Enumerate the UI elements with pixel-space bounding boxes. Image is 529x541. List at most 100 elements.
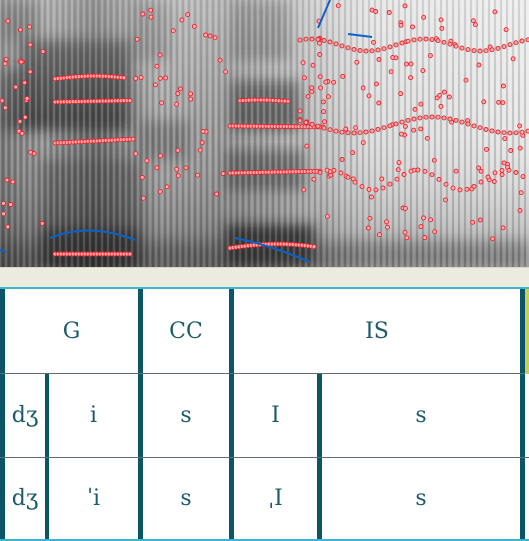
formant-point (175, 173, 181, 179)
formant-point (369, 48, 375, 54)
formant-point (412, 106, 418, 112)
formant-point (432, 229, 438, 235)
boundary-marker[interactable] (520, 458, 525, 539)
formant-point (500, 225, 506, 231)
formant-point (199, 140, 205, 146)
formant-point (353, 125, 359, 131)
formant-point (525, 37, 529, 43)
formant-point (367, 215, 373, 221)
formant-point (402, 205, 408, 211)
boundary-marker[interactable] (138, 458, 143, 539)
boundary-marker[interactable] (45, 374, 49, 457)
formant-point (363, 129, 369, 135)
formant-point (363, 48, 369, 54)
formant-point (423, 36, 429, 42)
formant-point (375, 126, 381, 132)
formant-point (369, 194, 374, 200)
formant-point (393, 121, 399, 127)
formant-point (387, 181, 393, 187)
boundary-marker[interactable] (317, 458, 322, 539)
boundary-marker[interactable] (520, 374, 525, 457)
interval-label: G (62, 318, 81, 344)
formant-point (396, 160, 402, 166)
formant-point (133, 75, 139, 81)
tier2-interval[interactable]: dʒ (5, 374, 45, 457)
boundary-marker[interactable] (520, 289, 525, 373)
formant-point (154, 63, 160, 69)
tier3-interval[interactable]: ˈi (49, 458, 138, 539)
formant-point (309, 89, 315, 95)
formant-point (321, 125, 327, 131)
formant-point (300, 60, 306, 66)
formant-point (447, 41, 453, 47)
formant-point (437, 92, 443, 98)
formant-point (379, 176, 385, 182)
formant-point (339, 43, 345, 49)
formant-point (507, 42, 513, 48)
boundary-marker[interactable] (0, 458, 5, 539)
pitch-segment (347, 33, 373, 38)
formant-point (138, 75, 144, 81)
formant-point (339, 157, 345, 162)
formant-point (197, 147, 203, 153)
formant-point (429, 172, 435, 178)
formant-point (175, 91, 181, 96)
formant-point (13, 84, 19, 90)
tier1-interval[interactable]: G (5, 289, 138, 373)
tier3-interval[interactable]: ˌI (234, 458, 317, 539)
tier-row-1: G CC IS (0, 289, 529, 374)
pitch-segment (49, 229, 136, 241)
formant-point (517, 208, 523, 213)
formant-point (303, 119, 309, 125)
formant-point (471, 183, 477, 189)
formant-point (301, 187, 307, 193)
formant-point (520, 174, 526, 180)
formant-point (357, 130, 363, 136)
formant-point (327, 127, 333, 133)
boundary-marker[interactable] (317, 374, 322, 457)
boundary-marker[interactable] (138, 374, 143, 457)
interval-label: CC (169, 318, 203, 344)
formant-point (39, 220, 45, 226)
tier1-interval[interactable]: IS (234, 289, 520, 373)
boundary-marker[interactable] (229, 374, 234, 457)
tier2-interval[interactable]: i (49, 374, 138, 457)
tier2-interval[interactable]: s (322, 374, 520, 457)
formant-point (351, 130, 357, 136)
formant-point (164, 184, 170, 190)
boundary-marker[interactable] (45, 458, 49, 539)
formant-point (134, 36, 140, 42)
formant-point (345, 130, 351, 136)
formant-point (453, 43, 459, 49)
formant-point (376, 57, 382, 62)
formant-point (373, 81, 379, 87)
formant-point (418, 126, 424, 132)
formant-point (381, 46, 387, 52)
tier3-interval[interactable]: s (322, 458, 520, 539)
tier1-interval[interactable]: CC (143, 289, 229, 373)
interval-label: i (89, 403, 98, 428)
boundary-marker[interactable] (138, 289, 143, 373)
formant-point (501, 44, 507, 50)
formant-point (428, 217, 434, 223)
tier2-interval[interactable]: s (143, 374, 229, 457)
formant-point (408, 75, 414, 81)
tier3-interval[interactable]: dʒ (5, 458, 45, 539)
formant-point (431, 157, 437, 163)
formant-point (2, 105, 8, 111)
formant-point (501, 160, 507, 166)
formant-point (200, 128, 206, 134)
formant-point (148, 7, 154, 13)
tier2-interval[interactable]: I (234, 374, 317, 457)
boundary-marker[interactable] (0, 374, 5, 457)
interval-label: IS (365, 318, 389, 344)
pitch-segment (234, 237, 311, 263)
formant-point (439, 25, 445, 31)
formant-point (472, 22, 478, 28)
tier3-interval[interactable]: s (143, 458, 229, 539)
boundary-marker[interactable] (0, 289, 5, 373)
spectrogram-panel[interactable] (0, 0, 529, 267)
pitch-segment (0, 249, 7, 253)
boundary-marker[interactable] (229, 289, 234, 373)
boundary-marker[interactable] (229, 458, 234, 539)
